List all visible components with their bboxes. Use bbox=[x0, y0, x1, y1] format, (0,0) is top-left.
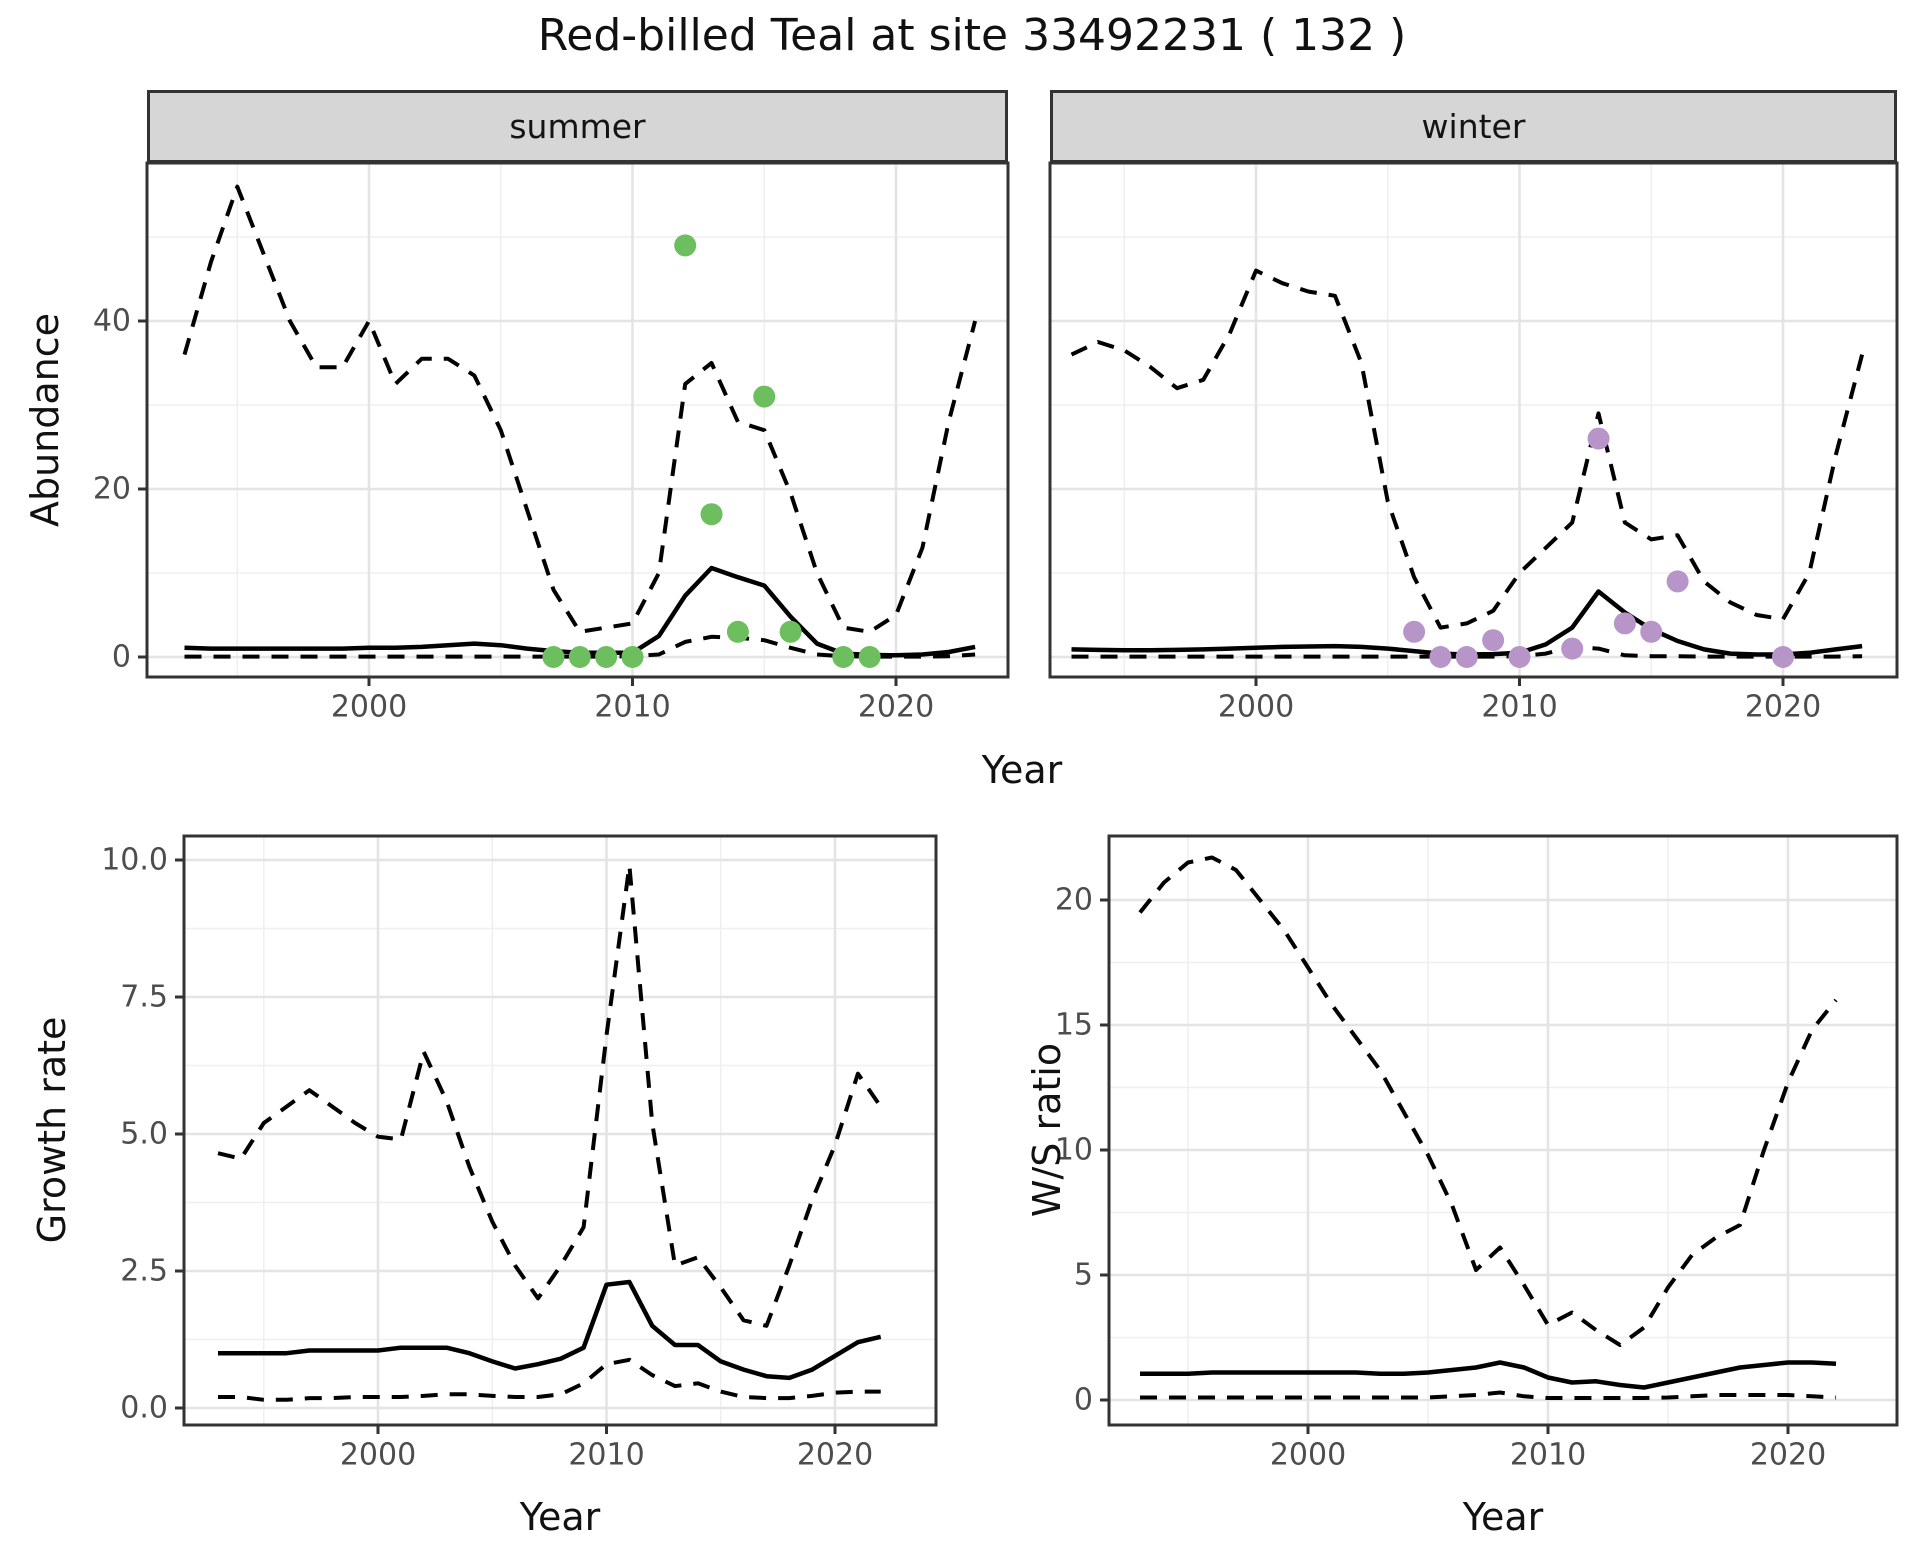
y-tick-label: 2.5 bbox=[120, 1254, 168, 1289]
point-observed_counts-winter bbox=[1403, 620, 1426, 643]
y-tick-label: 5.0 bbox=[120, 1117, 168, 1152]
x-tick-label: 2010 bbox=[1510, 1438, 1586, 1473]
series-group-summer bbox=[182, 184, 978, 668]
point-observed_counts-winter bbox=[1613, 612, 1636, 635]
series-upper_ci-ws bbox=[1138, 855, 1838, 1347]
series-upper_ci-winter bbox=[1070, 268, 1865, 630]
x-tick-label: 2000 bbox=[1218, 690, 1294, 725]
x-tick-label: 2020 bbox=[1745, 690, 1821, 725]
x-tick-label: 2010 bbox=[1481, 690, 1557, 725]
series-lower_ci-winter bbox=[1071, 644, 1863, 659]
point-observed_counts-winter bbox=[1508, 646, 1531, 668]
series-median-ws bbox=[1140, 1360, 1837, 1390]
series-group-winter bbox=[1070, 268, 1865, 668]
series-lower_ci-ws bbox=[1140, 1390, 1837, 1400]
point-observed_counts-summer bbox=[779, 620, 802, 643]
panel-growth: 2000 2010 2020 0.0 2.5 5.0 7.5 10.0 bbox=[101, 834, 938, 1473]
point-observed_counts-summer bbox=[858, 646, 881, 668]
panel-background bbox=[147, 163, 1008, 677]
x-axis-title-year-ws: Year bbox=[1462, 1495, 1544, 1539]
point-observed_counts-winter bbox=[1772, 646, 1794, 668]
x-tick-label: 2000 bbox=[1270, 1438, 1346, 1473]
x-tick-label: 2020 bbox=[797, 1438, 873, 1473]
panel-border bbox=[145, 161, 1010, 679]
x-tick-label: 2010 bbox=[568, 1438, 644, 1473]
facet-strip-winter: winter bbox=[1050, 90, 1897, 163]
panel-background bbox=[184, 836, 936, 1425]
y-tick-label: 0 bbox=[1074, 1383, 1093, 1418]
series-upper_ci-growth bbox=[217, 863, 883, 1328]
series-median-growth bbox=[218, 1279, 882, 1381]
point-observed_counts-winter bbox=[1482, 629, 1505, 652]
panel-border bbox=[1107, 834, 1899, 1427]
point-observed_counts-summer bbox=[542, 646, 565, 668]
y-axis-title-growth-rate: Growth rate bbox=[30, 1016, 74, 1244]
x-tick-label: 2000 bbox=[340, 1438, 416, 1473]
facet-strip-summer-label: summer bbox=[509, 107, 646, 146]
point-observed_counts-summer bbox=[753, 385, 776, 408]
facet-strip-summer: summer bbox=[147, 90, 1008, 163]
panel-summer: 2000 2010 2020 0 20 40 bbox=[93, 161, 1010, 725]
point-observed_counts-summer bbox=[674, 234, 697, 257]
series-lower_ci-growth bbox=[218, 1357, 881, 1402]
point-observed_counts-summer bbox=[568, 646, 591, 668]
point-observed_counts-winter bbox=[1640, 620, 1663, 643]
y-tick-label: 5 bbox=[1074, 1258, 1093, 1293]
panel-background bbox=[1050, 163, 1897, 677]
panel-border bbox=[1048, 161, 1899, 679]
y-tick-label: 0 bbox=[112, 640, 131, 675]
figure-title: Red-billed Teal at site 33492231 ( 132 ) bbox=[537, 10, 1407, 61]
point-observed_counts-winter bbox=[1429, 646, 1452, 668]
y-tick-label: 10.0 bbox=[101, 843, 168, 878]
point-observed_counts-winter bbox=[1666, 570, 1689, 593]
y-tick-label: 0.0 bbox=[120, 1391, 168, 1426]
y-tick-label: 7.5 bbox=[120, 980, 168, 1015]
point-observed_counts-winter bbox=[1587, 427, 1610, 450]
point-observed_counts-summer bbox=[595, 646, 618, 668]
series-lower_ci-summer bbox=[184, 634, 976, 659]
point-observed_counts-winter bbox=[1455, 646, 1478, 668]
point-observed_counts-winter bbox=[1561, 637, 1584, 660]
y-axis-title-abundance: Abundance bbox=[23, 312, 67, 528]
y-tick-label: 20 bbox=[93, 472, 131, 507]
panel-background bbox=[1109, 836, 1897, 1425]
x-tick-label: 2010 bbox=[594, 690, 670, 725]
x-axis-title-year-top: Year bbox=[981, 748, 1063, 792]
point-observed_counts-summer bbox=[621, 646, 644, 668]
x-tick-label: 2020 bbox=[1750, 1438, 1826, 1473]
x-tick-label: 2000 bbox=[331, 690, 407, 725]
y-tick-label: 40 bbox=[93, 304, 131, 339]
point-observed_counts-summer bbox=[832, 646, 855, 668]
y-tick-label: 20 bbox=[1055, 883, 1093, 918]
point-observed_counts-summer bbox=[726, 620, 749, 643]
x-tick-label: 2020 bbox=[858, 690, 934, 725]
panel-ws: 2000 2010 2020 0 5 10 15 20 bbox=[1055, 834, 1899, 1473]
y-tick-label: 15 bbox=[1055, 1008, 1093, 1043]
y-tick-label: 10 bbox=[1055, 1133, 1093, 1168]
series-group-growth bbox=[217, 863, 883, 1402]
series-group-ws bbox=[1138, 855, 1838, 1400]
facet-strip-winter-label: winter bbox=[1421, 107, 1526, 146]
panel-border bbox=[182, 834, 938, 1427]
panel-winter: 2000 2010 2020 bbox=[1048, 161, 1899, 725]
x-axis-title-year-growth: Year bbox=[519, 1495, 601, 1539]
point-observed_counts-summer bbox=[700, 503, 723, 526]
y-axis-title-ws-ratio: W/S ratio bbox=[1025, 1042, 1069, 1218]
